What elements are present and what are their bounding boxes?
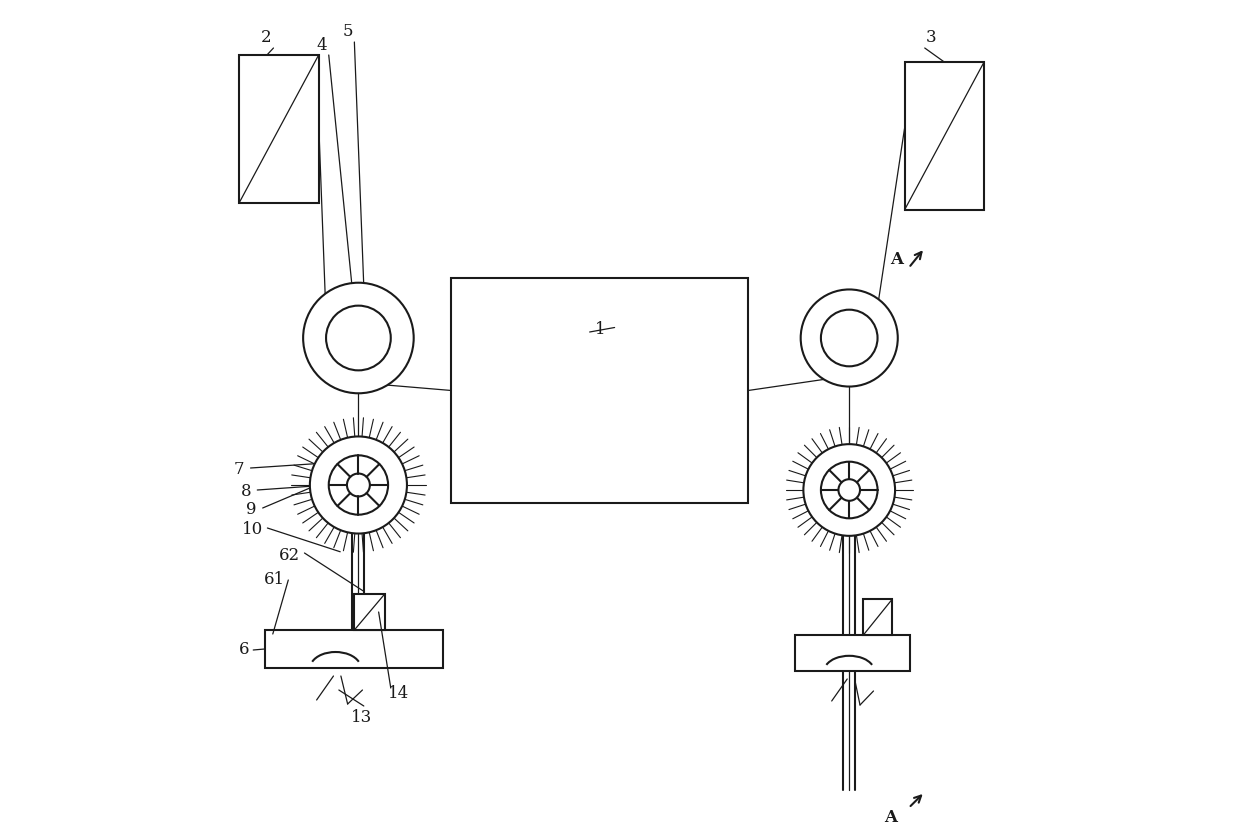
Text: 14: 14: [388, 685, 409, 701]
Circle shape: [804, 444, 895, 536]
Text: 8: 8: [241, 483, 252, 501]
Text: 2: 2: [260, 29, 272, 47]
Text: 9: 9: [246, 502, 257, 518]
Circle shape: [347, 473, 370, 497]
Bar: [451, 278, 748, 503]
Bar: [904, 62, 985, 210]
Bar: [239, 55, 319, 203]
Circle shape: [326, 306, 391, 370]
Text: 4: 4: [316, 37, 327, 54]
Circle shape: [838, 479, 861, 501]
Text: A: A: [884, 809, 898, 827]
Bar: [863, 599, 893, 635]
Circle shape: [329, 456, 388, 515]
Text: 6: 6: [238, 641, 249, 659]
Bar: [355, 594, 384, 630]
Circle shape: [801, 289, 898, 386]
Text: 62: 62: [279, 547, 300, 563]
Circle shape: [310, 436, 407, 533]
Text: 61: 61: [264, 572, 285, 589]
Circle shape: [821, 461, 878, 518]
Bar: [795, 635, 910, 671]
Text: 10: 10: [242, 522, 263, 538]
Text: 1: 1: [594, 322, 605, 339]
Text: A: A: [890, 252, 903, 268]
Text: 3: 3: [926, 29, 936, 47]
Text: 7: 7: [234, 461, 244, 478]
Text: 5: 5: [342, 23, 353, 40]
Circle shape: [303, 283, 414, 393]
Text: 13: 13: [351, 710, 372, 726]
Bar: [264, 630, 444, 668]
Circle shape: [821, 309, 878, 366]
